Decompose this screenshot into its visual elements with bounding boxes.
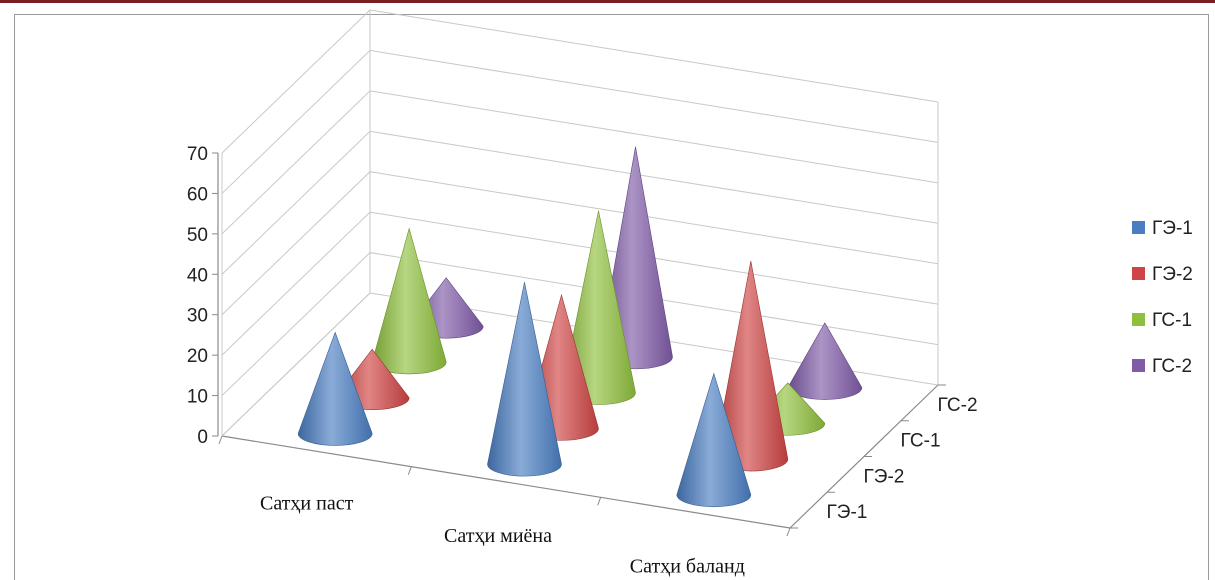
- cone-ГЭ-1-2: [487, 282, 562, 477]
- x-axis-line: [221, 435, 791, 529]
- x-category-label: Сатҳи баланд: [630, 556, 745, 578]
- depth-axis-label: ГЭ-1: [827, 502, 868, 523]
- y-tick-label: 70: [187, 144, 208, 165]
- gridline: [221, 130, 939, 275]
- axis-labels: 0 10 20 30 40 50 60 70 Сатҳи паст Сатҳи миёна Сатҳ…: [187, 144, 978, 578]
- legend-label: ГЭ-2: [1152, 264, 1193, 285]
- cone-ГЭ-1-1: [297, 331, 373, 446]
- legend-label: ГС-1: [1152, 310, 1192, 331]
- legend-swatch: [1132, 221, 1145, 234]
- y-tick-label: 10: [187, 387, 208, 408]
- gridline: [221, 9, 939, 154]
- top-rule: [0, 0, 1215, 3]
- legend-swatch: [1132, 359, 1145, 372]
- legend: ГЭ-1 ГЭ-2 ГС-1 ГС-2: [1132, 218, 1193, 377]
- cones: [297, 146, 863, 508]
- depth-axis-label: ГЭ-2: [864, 466, 905, 487]
- legend-label: ГС-2: [1152, 356, 1192, 377]
- gridline: [221, 49, 939, 194]
- legend-swatch: [1132, 267, 1145, 280]
- y-tick-label: 60: [187, 184, 208, 205]
- y-tick-label: 30: [187, 306, 208, 327]
- legend-swatch: [1132, 313, 1145, 326]
- y-tick-label: 40: [187, 265, 208, 286]
- x-tick: [597, 497, 602, 506]
- floor-edge: [221, 292, 371, 437]
- legend-label: ГЭ-1: [1152, 218, 1193, 239]
- x-tick: [786, 527, 791, 537]
- y-tick-label: 50: [187, 225, 208, 246]
- y-tick-label: 20: [187, 346, 208, 367]
- x-tick: [218, 435, 223, 445]
- depth-axis-label: ГС-1: [901, 431, 941, 452]
- cone-ГС-2-3: [787, 322, 863, 400]
- x-tick: [407, 466, 412, 475]
- x-category-label: Сатҳи миёна: [444, 525, 552, 547]
- depth-axis-label: ГС-2: [938, 395, 978, 416]
- cone-ГЭ-1-3: [676, 372, 752, 508]
- gridline: [221, 171, 939, 316]
- y-tick-label: 0: [197, 427, 208, 448]
- x-category-label: Сатҳи паст: [260, 492, 354, 514]
- axes: [212, 152, 946, 537]
- gridline: [221, 90, 939, 235]
